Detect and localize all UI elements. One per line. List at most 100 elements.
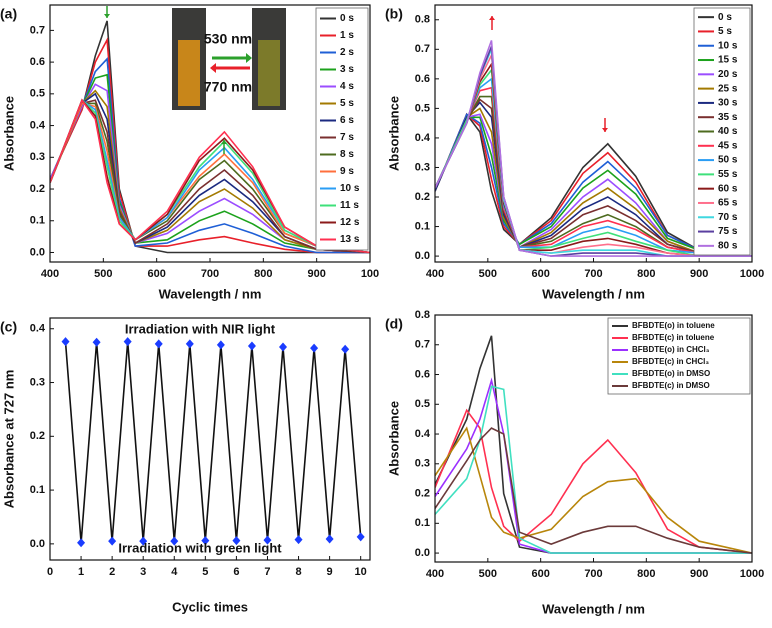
- marker: [61, 337, 70, 347]
- plot-frame: [434, 4, 753, 263]
- panel: (c) Cyclic times Absorbance at 727 nm 0 1 2 3 4…: [0, 317, 371, 614]
- spectrum-line: [435, 427, 752, 554]
- x-tick-label: 500: [479, 568, 497, 580]
- x-tick-label: 400: [41, 268, 59, 280]
- y-tick-label: 0.5: [415, 102, 430, 114]
- x-tick-label: 0: [47, 566, 53, 578]
- vial-closed-liquid: [258, 40, 280, 106]
- legend-label: BFBDTE(o) in DMSO: [632, 369, 710, 378]
- legend-label: 30 s: [718, 98, 738, 109]
- spectrum-line: [435, 426, 752, 554]
- marker: [185, 339, 194, 349]
- x-tick-label: 8: [295, 566, 301, 578]
- y-tick-label: 0.7: [415, 339, 430, 351]
- y-axis-label: Absorbance: [1, 96, 16, 171]
- plot-area: [435, 335, 752, 554]
- y-tick-label: 0.2: [30, 430, 45, 442]
- y-tick-label: 0.0: [415, 547, 430, 559]
- legend-label: 5 s: [718, 26, 732, 37]
- y-axis-label: Absorbance at 727 nm: [1, 370, 16, 509]
- y-tick-label: 0.8: [415, 309, 430, 321]
- legend-label: 11 s: [340, 200, 359, 211]
- annotation: Irradiation with green light: [118, 540, 282, 555]
- x-tick-label: 4: [171, 566, 178, 578]
- legend-label: 45 s: [718, 140, 738, 151]
- spectrum-line: [50, 89, 370, 254]
- y-tick-label: 0.3: [30, 376, 45, 388]
- legend-frame: [315, 7, 369, 251]
- legend-label: 50 s: [718, 155, 738, 166]
- legend-label: 10 s: [718, 40, 738, 51]
- legend-label: 12 s: [340, 217, 360, 228]
- y-tick-label: 0.5: [30, 88, 45, 100]
- legend-label: 10 s: [340, 183, 360, 194]
- x-tick-label: 600: [531, 568, 549, 580]
- y-tick-label: 0.1: [30, 215, 45, 227]
- marker: [356, 532, 365, 542]
- marker: [123, 337, 132, 347]
- legend-label: 4 s: [340, 81, 354, 92]
- spectrum-line: [50, 20, 370, 254]
- x-tick-label: 400: [426, 268, 444, 280]
- legend-label: 65 s: [718, 198, 738, 209]
- annotation: Irradiation with NIR light: [125, 321, 276, 336]
- legend-label: 3 s: [340, 64, 354, 75]
- legend-label: 35 s: [718, 112, 738, 123]
- spectrum-line: [435, 377, 752, 554]
- x-tick-label: 400: [426, 568, 444, 580]
- y-tick-label: 0.1: [415, 517, 430, 529]
- x-tick-label: 900: [690, 268, 708, 280]
- spectrum-line: [435, 116, 752, 257]
- y-tick-label: 0.7: [30, 24, 45, 36]
- marker: [310, 343, 319, 353]
- x-axis-label: Wavelength / nm: [542, 286, 645, 301]
- x-tick-label: 700: [201, 268, 219, 280]
- legend-frame: [607, 317, 751, 395]
- legend-label: 13 s: [340, 234, 360, 245]
- y-axis-label: Absorbance: [386, 401, 401, 476]
- x-tick-label: 100: [361, 268, 379, 280]
- legend-label: 55 s: [718, 169, 738, 180]
- y-tick-label: 0.6: [415, 368, 430, 380]
- spectrum-line: [435, 86, 752, 257]
- peak-arrow-head: [489, 16, 495, 20]
- marker: [341, 344, 350, 354]
- x-tick-label: 800: [637, 568, 655, 580]
- vial-images: [172, 8, 286, 110]
- marker: [216, 340, 225, 350]
- plot-frame: [434, 314, 753, 563]
- y-tick-label: 0.1: [415, 220, 430, 232]
- cycle-line: [64, 341, 362, 543]
- legend-label: 8 s: [340, 149, 354, 160]
- legend-label: BFBDTE(o) in toluene: [632, 321, 715, 330]
- legend-label: BFBDTE(o) in CHCl₃: [632, 345, 710, 354]
- legend-label: 75 s: [718, 226, 738, 237]
- legend-label: 9 s: [340, 166, 354, 177]
- legend-label: 0 s: [340, 13, 354, 24]
- marker: [247, 341, 256, 351]
- x-tick-label: 5: [202, 566, 208, 578]
- legend-label: 60 s: [718, 183, 738, 194]
- annotation: 530 nm: [204, 31, 252, 47]
- legend-label: BFBDTE(c) in toluene: [632, 333, 715, 342]
- panel: (b) Wavelength / nm Absorbance 400 500 600 700…: [385, 4, 764, 301]
- x-tick-label: 700: [584, 568, 602, 580]
- peak-arrow-head: [104, 14, 110, 18]
- panel: (a) Wavelength / nm Absorbance 400 500 600 700…: [0, 4, 379, 301]
- marker: [232, 536, 241, 546]
- spectrum-line: [435, 107, 752, 257]
- legend-label: 2 s: [340, 47, 354, 58]
- marker: [294, 535, 303, 545]
- x-tick-label: 2: [109, 566, 115, 578]
- arrow-head: [210, 63, 216, 73]
- spectrum-line: [50, 57, 370, 254]
- x-tick-label: 1000: [740, 568, 764, 580]
- marker: [170, 536, 179, 546]
- legend-label: 6 s: [340, 115, 354, 126]
- plot-area: [435, 40, 752, 257]
- spectrum-line: [435, 408, 752, 554]
- marker: [279, 342, 288, 352]
- legend-label: 7 s: [340, 132, 354, 143]
- legend-label: 0 s: [718, 12, 732, 23]
- x-tick-label: 600: [531, 268, 549, 280]
